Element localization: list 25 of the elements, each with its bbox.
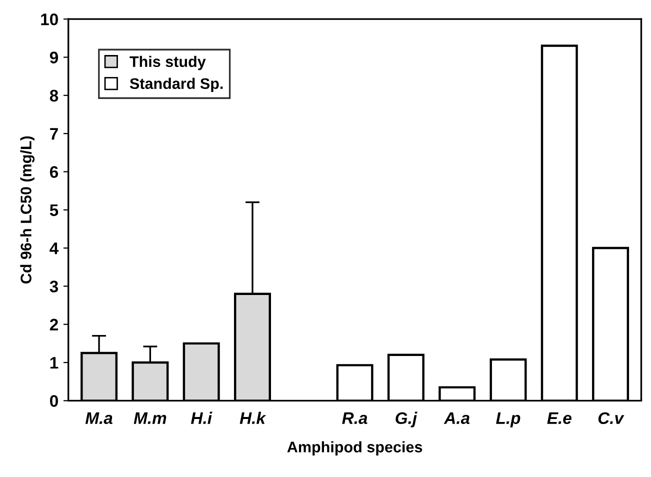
x-tick-label: C.v	[598, 412, 624, 424]
y-axis-title: Cd 96-h LC50 (mg/L)	[20, 136, 35, 284]
x-tick-label: E.e	[547, 412, 572, 424]
y-tick-label: 6	[50, 166, 58, 178]
x-axis-title: Amphipod species	[287, 441, 422, 456]
y-tick-label: 10	[41, 13, 58, 26]
y-tick-label: 2	[50, 318, 58, 330]
y-tick-label: 4	[50, 242, 59, 254]
x-tick-label: A.a	[444, 412, 470, 424]
legend-label: Standard Sp.	[130, 78, 223, 92]
x-tick-label: R.a	[342, 412, 368, 424]
x-tick-label: H.i	[190, 412, 212, 424]
y-tick-label: 7	[50, 128, 58, 140]
x-tick-label: M.m	[134, 412, 166, 424]
y-tick-label: 5	[50, 204, 58, 216]
y-tick-label: 8	[50, 90, 58, 102]
y-tick-label: 1	[50, 357, 58, 369]
legend-label: This study	[130, 56, 206, 70]
y-tick-label: 0	[50, 395, 58, 407]
x-tick-label: G.j	[396, 412, 418, 428]
x-tick-label: L.p	[496, 412, 520, 428]
y-tick-label: 9	[50, 52, 58, 64]
y-tick-label: 3	[50, 280, 58, 292]
x-tick-label: H.k	[240, 412, 266, 424]
x-tick-label: M.a	[85, 412, 112, 424]
